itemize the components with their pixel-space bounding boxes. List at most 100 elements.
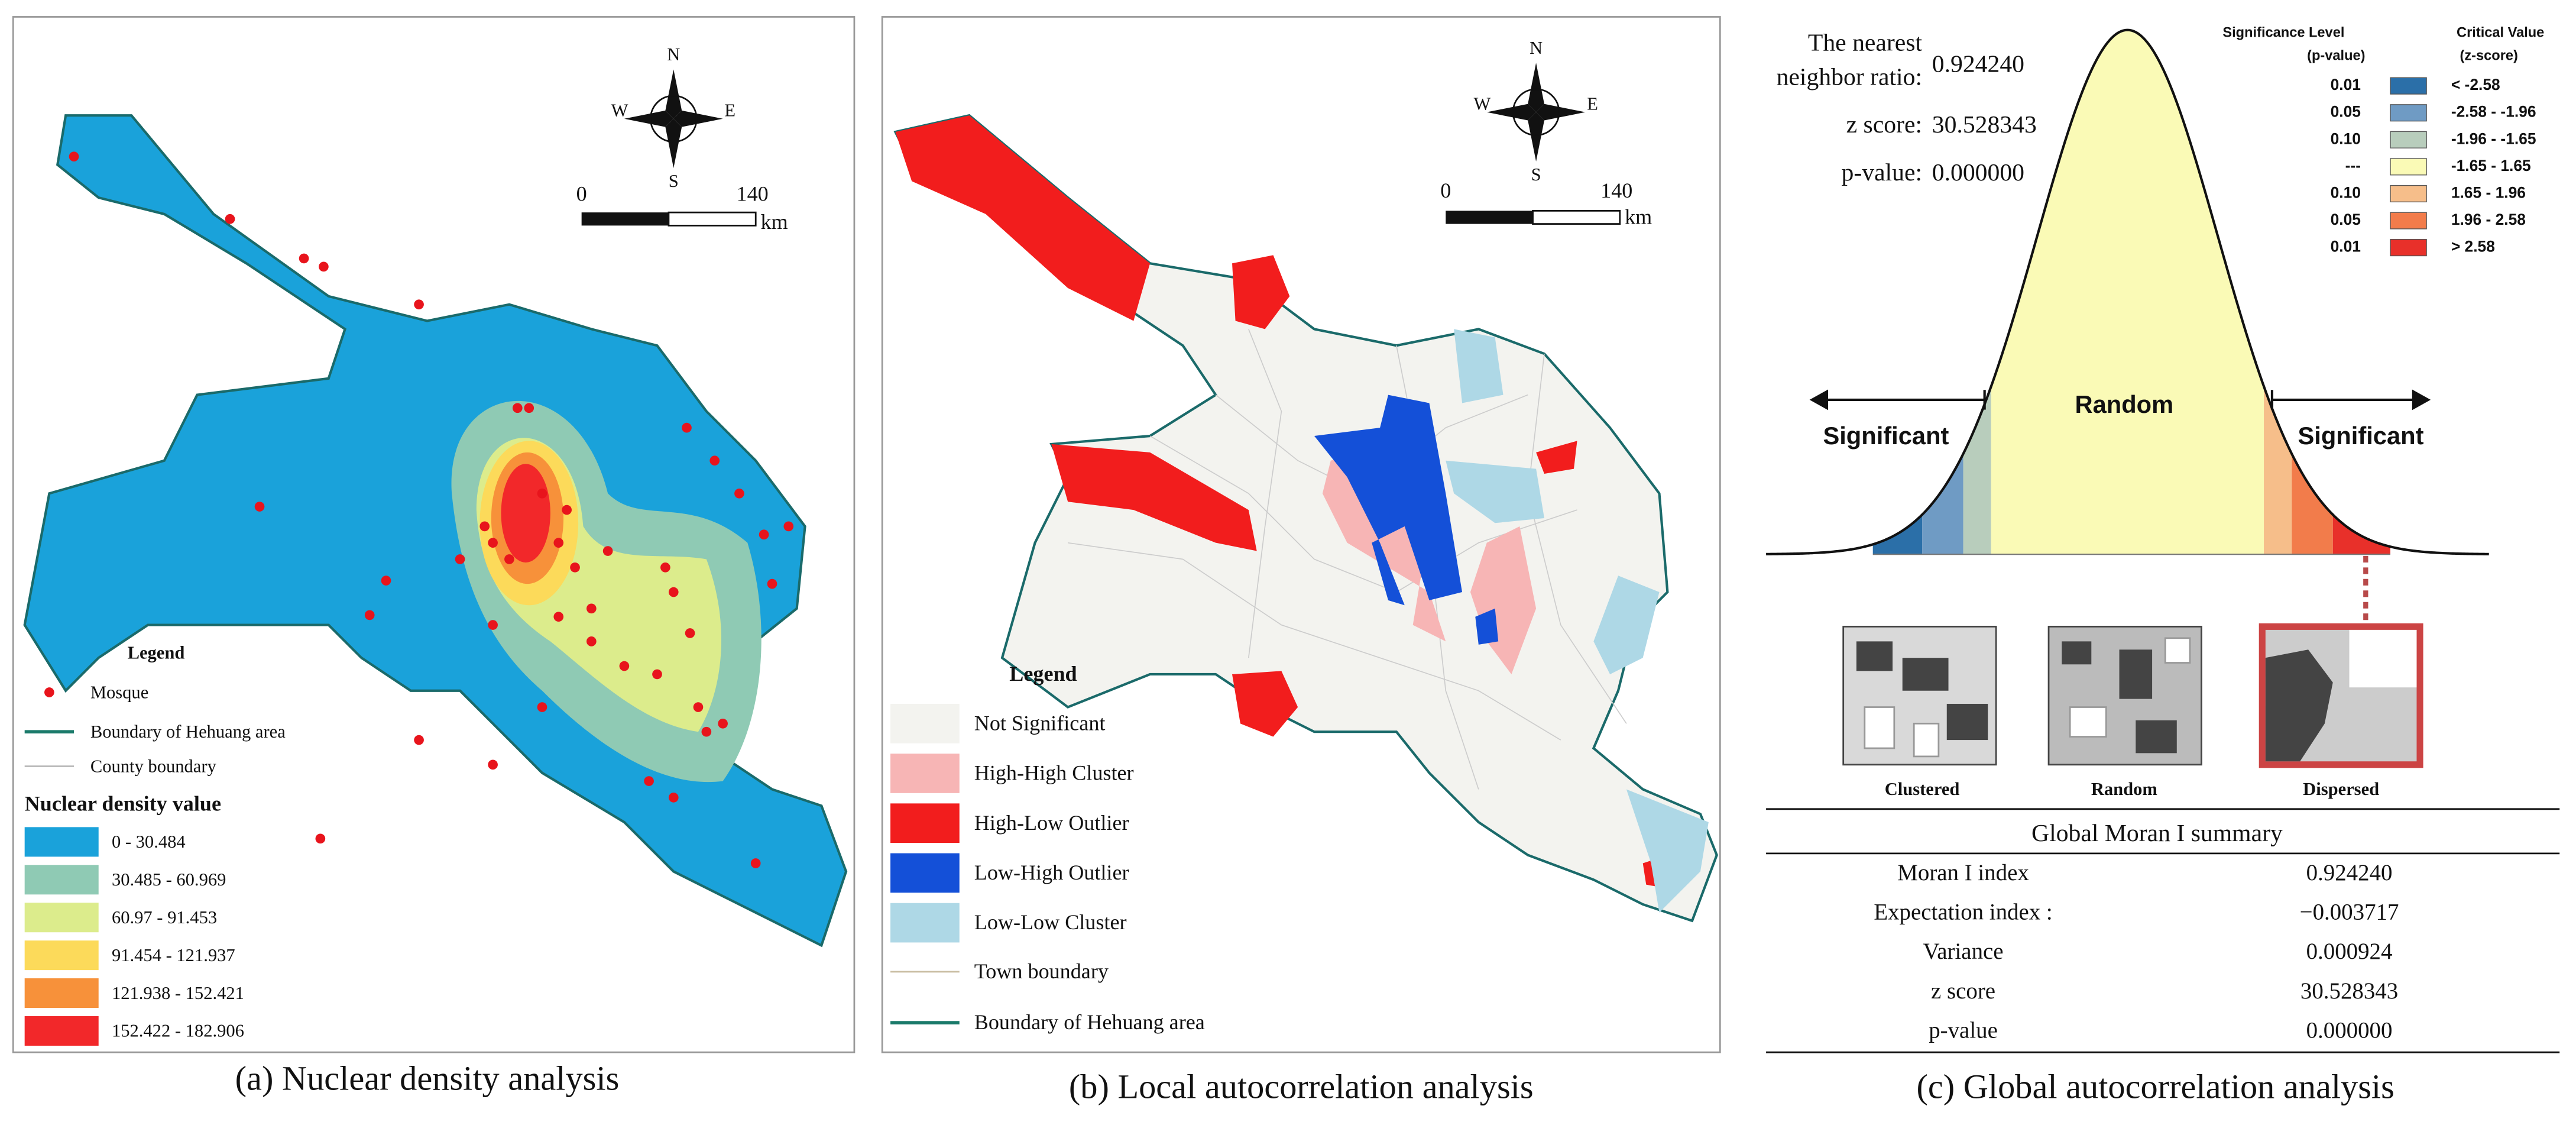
legend-swatch <box>24 865 99 895</box>
compass-w: W <box>611 101 628 121</box>
pattern-label: Random <box>2091 779 2157 799</box>
legend-swatch <box>2390 131 2427 148</box>
compass-n: N <box>667 44 680 64</box>
legend-label: 152.422 - 182.906 <box>112 1021 244 1041</box>
legend-label: Low-Low Cluster <box>974 910 1127 934</box>
curve-label: Significant <box>2298 422 2423 450</box>
cluster-legend: Not Significant High-High Cluster High-Low… <box>890 703 1134 943</box>
legend-swatch <box>24 827 99 857</box>
stat-value: 30.528343 <box>1932 111 2037 138</box>
stat-label: p-value: <box>1842 159 1923 186</box>
p-value: 0.01 <box>2331 76 2361 93</box>
z-range: 1.65 - 1.96 <box>2451 183 2526 201</box>
legend-label: 60.97 - 91.453 <box>112 907 217 927</box>
stat-label: z score: <box>1846 111 1922 138</box>
compass-e: E <box>1587 94 1598 114</box>
curve-segment <box>1922 454 1963 555</box>
compass-w: W <box>1473 94 1490 114</box>
legend-header: Significance Level <box>2222 25 2344 40</box>
legend-label: High-High Cluster <box>974 761 1134 785</box>
scale-bar <box>1532 209 1621 225</box>
p-value: 0.10 <box>2331 183 2361 201</box>
legend-label: 91.454 - 121.937 <box>112 945 235 965</box>
legend-title: Legend <box>128 643 185 663</box>
p-value: 0.10 <box>2331 130 2361 147</box>
compass-n: N <box>1530 38 1543 58</box>
scale-unit: km <box>1625 205 1652 229</box>
p-value: --- <box>2345 157 2361 174</box>
legend-label: Mosque <box>90 682 148 702</box>
scale-bar <box>1446 211 1533 224</box>
high-low-area <box>1051 444 1257 551</box>
legend-header: (p-value) <box>2307 48 2365 63</box>
legend-title: Legend <box>1009 662 1077 686</box>
z-range: 1.96 - 2.58 <box>2451 211 2526 228</box>
stat-value: 0.924240 <box>1932 50 2024 77</box>
table-label: Moran I index <box>1897 860 2029 885</box>
pattern-dispersed <box>2259 623 2423 768</box>
scale-end: 140 <box>737 182 769 206</box>
table-value: 0.924240 <box>2306 860 2393 885</box>
legend-swatch <box>890 853 960 893</box>
curve-segment <box>2264 386 2292 555</box>
compass <box>1486 63 1586 161</box>
legend-swatch <box>24 1016 99 1046</box>
compass-s: S <box>669 171 679 191</box>
high-low-area <box>1232 671 1298 737</box>
panel-a: N S E W 0 140 km Legend Mosque Boundary … <box>12 16 856 1053</box>
legend-label: County boundary <box>90 756 217 776</box>
legend-label: Not Significant <box>974 711 1106 735</box>
cluster-map <box>893 114 1718 923</box>
p-value: 0.01 <box>2331 238 2361 256</box>
table-value: −0.003717 <box>2300 900 2399 925</box>
table-label: z score <box>1931 978 1995 1004</box>
legend-label: 30.485 - 60.969 <box>112 869 226 890</box>
legend-label: Town boundary <box>974 959 1109 983</box>
summary-table: Moran I index 0.924240 Expectation index :… <box>1874 860 2399 1043</box>
high-low-area <box>1536 441 1577 474</box>
z-range: < -2.58 <box>2451 76 2500 93</box>
table-title: Global Moran I summary <box>2031 820 2283 847</box>
legend-swatch <box>890 903 960 943</box>
legend-swatch <box>2390 104 2427 122</box>
high-low-area <box>1232 255 1290 329</box>
legend-swatch <box>2390 212 2427 229</box>
legend-symbol <box>44 687 54 697</box>
low-high-area <box>1475 608 1499 645</box>
frame <box>881 16 1721 1053</box>
stat-label: neighbor ratio: <box>1777 64 1923 91</box>
bell-curve <box>1766 28 2489 555</box>
curve-segment <box>1963 386 1991 555</box>
scale-end: 140 <box>1600 179 1632 202</box>
z-range: > 2.58 <box>2451 238 2495 256</box>
density-legend: 0 - 30.484 30.485 - 60.969 60.97 - 91.453 9… <box>24 827 244 1046</box>
legend-label: High-Low Outlier <box>974 811 1129 835</box>
legend-swatch <box>24 903 99 933</box>
legend-label: 121.938 - 152.421 <box>112 983 244 1003</box>
scale-start: 0 <box>1440 179 1451 202</box>
curve-outline <box>1766 28 2489 555</box>
arrows <box>1809 389 2431 410</box>
legend-label: 0 - 30.484 <box>112 832 186 852</box>
curve-label: Random <box>2075 390 2174 418</box>
z-range: -2.58 - -1.96 <box>2451 103 2536 121</box>
legend-header: Critical Value <box>2457 25 2544 40</box>
table-value: 30.528343 <box>2300 978 2398 1004</box>
caption: (b) Local autocorrelation analysis <box>1069 1067 1534 1105</box>
table-label: p-value <box>1929 1018 1998 1043</box>
caption: (c) Global autocorrelation analysis <box>1916 1067 2394 1105</box>
scale-bar <box>668 211 757 227</box>
legend-label: Boundary of Hehuang area <box>974 1010 1205 1034</box>
curve-segment <box>2332 515 2391 555</box>
legend-label: Boundary of Hehuang area <box>90 722 286 742</box>
legend-swatch <box>2390 77 2427 95</box>
z-range: -1.65 - 1.65 <box>2451 157 2531 174</box>
stat-label: The nearest <box>1808 29 1923 56</box>
scale-bar <box>581 212 669 226</box>
pattern-clustered <box>1842 625 1997 766</box>
low-high-area <box>1314 395 1463 606</box>
scale-unit: km <box>761 210 788 234</box>
scale-start: 0 <box>576 182 587 206</box>
legend-swatch <box>890 754 960 793</box>
